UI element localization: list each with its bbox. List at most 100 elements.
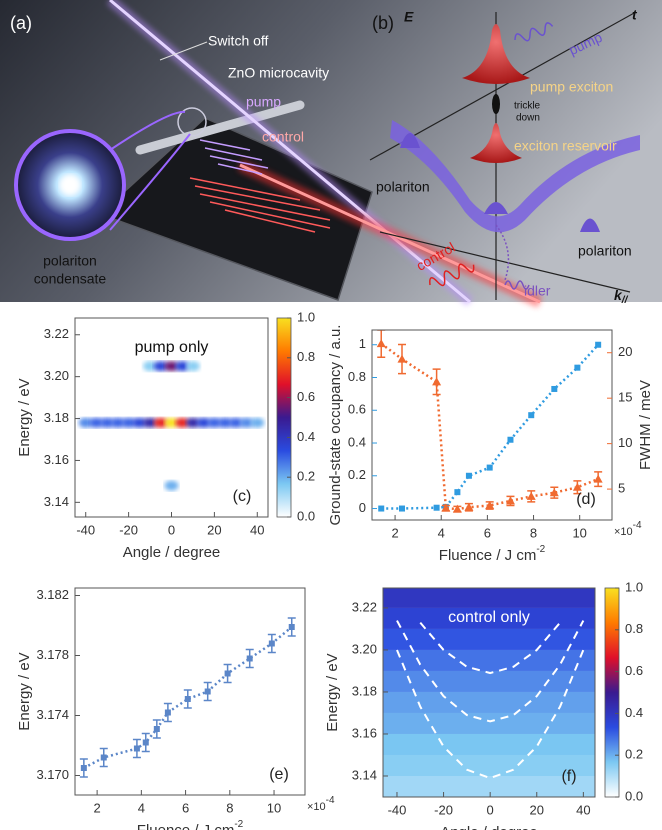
x-tick-label: 20 <box>530 802 544 817</box>
y-tick-label: 3.20 <box>352 641 377 656</box>
colorbar-tick-label: 0.0 <box>625 788 643 803</box>
superscript: -4 <box>326 795 335 806</box>
annotation: trickle <box>514 101 541 112</box>
y2-tick-label: 5 <box>618 481 625 496</box>
illustration: (a) Switch off ZnO microcavity pump cont… <box>0 0 662 306</box>
y-tick-label: 3.16 <box>352 725 377 740</box>
x-scale-label: ×10-4 <box>614 520 642 538</box>
data-point <box>594 475 603 483</box>
heatmap-spot <box>186 361 200 371</box>
y-tick-label: 0.6 <box>348 402 366 417</box>
annotation: polariton <box>578 243 632 259</box>
data-point <box>378 506 384 512</box>
data-point <box>134 746 140 752</box>
y-tick-label: 0 <box>359 500 366 515</box>
panel-label: (a) <box>10 13 32 33</box>
annotation: Switch off <box>208 33 269 49</box>
x-tick-label: 10 <box>572 525 586 540</box>
y-tick-label: 3.16 <box>44 452 69 467</box>
superscript: -4 <box>633 520 642 531</box>
data-point <box>487 465 493 471</box>
data-point <box>205 689 211 695</box>
panel-label: (c) <box>233 488 252 505</box>
y-tick-label: 1 <box>359 336 366 351</box>
text-part: Angle / degree <box>440 824 538 830</box>
colorbar-tick-label: 0.8 <box>297 349 315 364</box>
y-axis-title: Energy / eV <box>16 378 33 456</box>
data-point <box>269 641 275 647</box>
text-part: Fluence / J cm <box>137 822 235 830</box>
superscript: -2 <box>536 544 545 555</box>
y-tick-label: 3.18 <box>44 410 69 425</box>
data-line <box>381 344 598 509</box>
x-tick-label: 2 <box>391 525 398 540</box>
x-tick-label: 4 <box>138 800 145 815</box>
colorbar-tick-label: 0.6 <box>625 663 643 678</box>
y2-tick-label: 20 <box>618 344 632 359</box>
y-axis-title: Energy / eV <box>324 653 341 731</box>
x-tick-label: 6 <box>182 800 189 815</box>
annotation: ZnO microcavity <box>228 65 329 81</box>
annotation: exciton reservoir <box>514 138 617 154</box>
annotation: control <box>262 129 304 145</box>
colorbar <box>605 588 619 797</box>
annotation: condensate <box>34 271 107 287</box>
y-axis-title: Energy / eV <box>16 652 33 730</box>
y-tick-label: 3.174 <box>36 707 69 722</box>
y-tick-label: 3.18 <box>352 683 377 698</box>
colorbar-tick-label: 0.0 <box>297 508 315 523</box>
data-point <box>247 656 253 662</box>
y2-tick-label: 10 <box>618 435 632 450</box>
data-point <box>434 505 440 511</box>
data-point <box>466 473 472 479</box>
data-point <box>454 489 460 495</box>
heatmap-row <box>383 587 595 608</box>
y-tick-label: 3.14 <box>352 767 377 782</box>
annotation: control only <box>448 609 530 626</box>
plot-frame <box>75 588 305 795</box>
data-point <box>551 386 557 392</box>
y-tick-label: 3.14 <box>44 494 69 509</box>
colorbar-tick-label: 0.4 <box>625 705 643 720</box>
y-tick-label: 3.20 <box>44 368 69 383</box>
axis-label: E <box>404 9 414 25</box>
page: {"illustration": { "panel_a": {"label": … <box>0 0 662 830</box>
condensate-core <box>60 175 80 195</box>
y-axis-title: Ground-state occupancy / a.u. <box>327 325 344 526</box>
data-point <box>432 377 441 385</box>
data-point <box>289 624 295 630</box>
colorbar-tick-label: 1.0 <box>625 579 643 594</box>
panel-label: (f) <box>561 768 576 785</box>
x-axis-title: Fluence / J cm-2 <box>439 544 546 564</box>
data-point <box>185 696 191 702</box>
x-tick-label: -40 <box>388 802 407 817</box>
data-point <box>507 437 513 443</box>
annotation: pump only <box>135 339 209 356</box>
text-part: ×10 <box>307 801 326 813</box>
colorbar-tick-label: 0.6 <box>297 389 315 404</box>
data-point <box>101 755 107 761</box>
colorbar-tick-label: 0.4 <box>297 429 315 444</box>
text-part: Angle / degree <box>123 544 221 561</box>
panel-label: (e) <box>269 766 289 783</box>
y2-tick-label: 15 <box>618 390 632 405</box>
y-tick-label: 0.8 <box>348 369 366 384</box>
x-tick-label: 0 <box>487 802 494 817</box>
data-point <box>527 492 536 500</box>
data-point <box>574 365 580 371</box>
panel-label: (b) <box>372 13 394 33</box>
y-tick-label: 0.4 <box>348 434 366 449</box>
panel-label: (d) <box>576 491 596 508</box>
annotation: pump <box>246 94 281 110</box>
annotation: polariton <box>376 179 430 195</box>
x-tick-label: 40 <box>576 802 590 817</box>
superscript: -2 <box>234 819 243 830</box>
data-point <box>165 710 171 716</box>
x-axis-title: Fluence / J cm-2 <box>137 819 244 830</box>
colorbar <box>277 318 291 517</box>
x-axis-title: Angle / degree <box>123 544 221 561</box>
x-tick-label: 40 <box>250 522 264 537</box>
data-point <box>143 740 149 746</box>
plot-area <box>377 330 603 513</box>
heatmap-row <box>383 671 595 692</box>
